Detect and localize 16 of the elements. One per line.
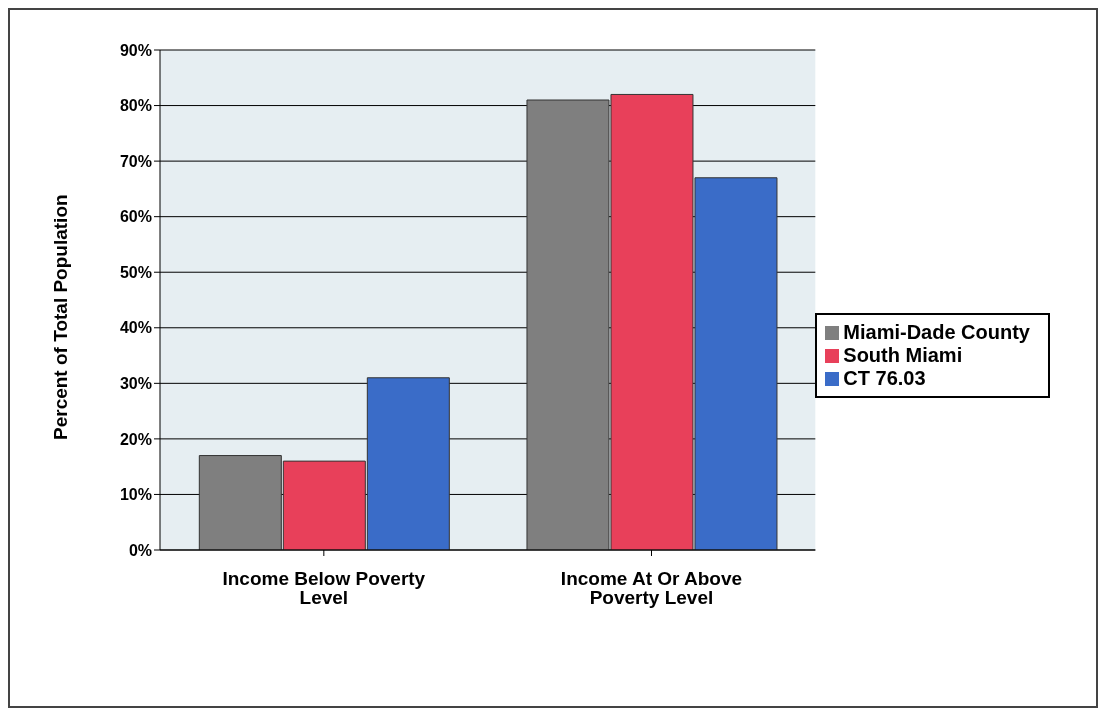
- y-tick-label: 10%: [119, 486, 152, 504]
- x-tick-label: Income Below Poverty Level: [222, 568, 426, 609]
- y-tick-label: 20%: [119, 430, 152, 448]
- legend-label: CT 76.03: [843, 366, 926, 389]
- y-tick-label: 70%: [119, 152, 152, 170]
- y-axis-title: Percent of Total Population: [49, 194, 71, 440]
- y-tick-label: 90%: [119, 41, 152, 59]
- y-tick-label: 0%: [128, 541, 152, 559]
- y-tick-label: 50%: [119, 263, 152, 281]
- y-tick-label: 30%: [119, 375, 152, 393]
- legend-label: South Miami: [843, 343, 963, 366]
- y-tick-label: 60%: [119, 208, 152, 226]
- x-tick-label: Income At Or Above Poverty Level: [560, 568, 743, 609]
- legend-label: Miami-Dade County: [843, 320, 1030, 343]
- y-tick-label: 80%: [119, 97, 152, 115]
- y-tick-label: 40%: [119, 319, 152, 337]
